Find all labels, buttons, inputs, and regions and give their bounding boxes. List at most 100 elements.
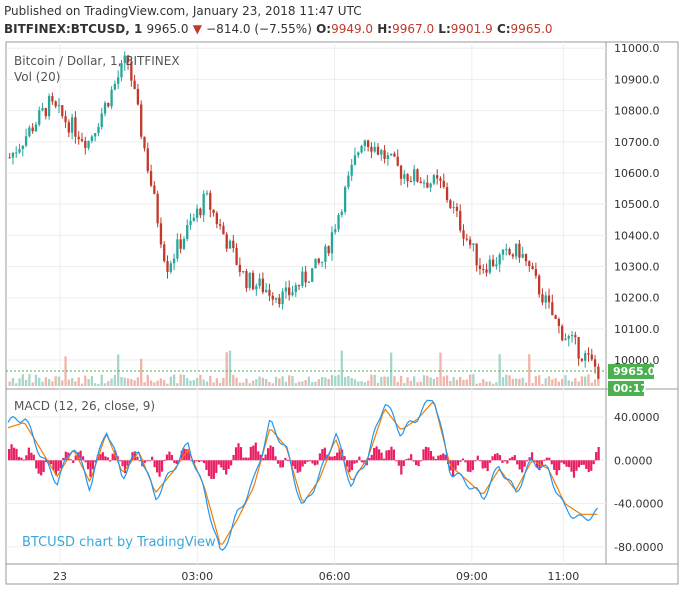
- time-tick-label: 23: [53, 570, 67, 583]
- histogram-bar: [306, 460, 309, 462]
- candle-body: [169, 263, 172, 272]
- candle-body: [130, 62, 133, 81]
- candle-body: [31, 127, 34, 132]
- histogram-bar: [62, 457, 65, 461]
- candle-body: [294, 285, 297, 293]
- candle-body: [140, 104, 143, 137]
- histogram-bar: [580, 460, 583, 465]
- candle-body: [278, 297, 281, 305]
- candle-body: [28, 127, 31, 137]
- candle-body: [225, 234, 228, 249]
- volume-bar: [215, 378, 218, 386]
- histogram-bar: [530, 452, 534, 461]
- candle-body: [232, 240, 235, 249]
- candle-body: [482, 269, 485, 271]
- candle-body: [268, 289, 271, 296]
- candle-body: [159, 223, 163, 245]
- volume-bar: [468, 374, 472, 386]
- histogram-bar: [237, 443, 240, 461]
- histogram-bar: [442, 453, 445, 461]
- histogram-bar: [188, 450, 191, 461]
- histogram-bar: [417, 460, 420, 467]
- volume-bar: [488, 381, 491, 386]
- candle-body: [360, 145, 363, 153]
- volume-bar: [383, 376, 386, 386]
- volume-bar: [18, 378, 21, 386]
- candle-body: [205, 192, 209, 194]
- volume-bar: [376, 382, 380, 386]
- candle-body: [462, 230, 465, 239]
- volume-bar: [107, 380, 110, 386]
- time-tick-label: 09:00: [456, 570, 488, 583]
- histogram-bar: [353, 460, 356, 464]
- volume-bar: [482, 379, 485, 386]
- histogram-bar: [121, 460, 124, 467]
- candle-body: [593, 359, 597, 367]
- volume-bar: [278, 378, 281, 386]
- candle-body: [334, 229, 337, 233]
- candle-body: [291, 292, 294, 296]
- histogram-bar: [484, 460, 487, 469]
- histogram-bar: [249, 446, 252, 461]
- histogram-bar: [392, 449, 396, 461]
- histogram-bar: [429, 451, 433, 461]
- candle-body: [179, 239, 182, 249]
- candle-body: [541, 294, 544, 303]
- candle-body: [393, 153, 396, 157]
- histogram-bar: [432, 456, 435, 461]
- histogram-bar: [227, 460, 230, 470]
- histogram-bar: [185, 449, 188, 461]
- candle-body: [238, 264, 242, 272]
- volume-bar: [373, 374, 376, 386]
- volume-bar: [541, 383, 544, 386]
- candle-body: [472, 243, 475, 245]
- candle-body: [380, 150, 383, 155]
- volume-bar: [393, 376, 396, 386]
- histogram-bar: [180, 450, 183, 461]
- last-price-badge: [608, 363, 654, 379]
- candle-body: [61, 105, 64, 117]
- volume-bar: [41, 381, 44, 386]
- volume-bar: [268, 381, 271, 386]
- volume-bar: [146, 374, 149, 386]
- histogram-bar: [301, 460, 304, 467]
- volume-bar: [422, 375, 426, 386]
- low-value: 9901.9: [450, 22, 493, 36]
- candle-body: [574, 335, 577, 338]
- volume-bar: [225, 352, 228, 386]
- volume-bar: [495, 382, 498, 386]
- candle-body: [419, 181, 422, 184]
- time-tick-label: 11:00: [548, 570, 580, 583]
- histogram-bar: [168, 451, 171, 461]
- candle-body: [34, 124, 38, 132]
- symbol-name[interactable]: BITFINEX:BTCUSD, 1: [4, 22, 143, 36]
- histogram-bar: [459, 460, 462, 462]
- histogram-bar: [210, 460, 213, 479]
- candle-body: [426, 182, 429, 188]
- price-tick-label: 10400.0: [614, 229, 660, 242]
- candle-body: [363, 140, 366, 146]
- price-tick-label: 10800.0: [614, 105, 660, 118]
- candle-body: [97, 126, 100, 134]
- volume-bar: [360, 381, 363, 386]
- volume-bar: [281, 376, 284, 386]
- candle-body: [251, 272, 255, 290]
- volume-bar: [485, 381, 488, 386]
- histogram-bar: [538, 460, 541, 471]
- candle-body: [475, 243, 478, 266]
- candle-body: [212, 209, 215, 214]
- volume-bar: [51, 381, 54, 386]
- candle-body: [90, 136, 94, 141]
- volume-bar: [54, 376, 57, 386]
- volume-bar: [100, 374, 103, 386]
- histogram-bar: [412, 460, 415, 462]
- histogram-bar: [207, 460, 211, 477]
- volume-bar: [501, 377, 505, 386]
- histogram-bar: [328, 456, 331, 461]
- candle-body: [176, 239, 179, 259]
- volume-bar: [228, 350, 232, 386]
- histogram-bar: [99, 454, 102, 461]
- candle-body: [577, 337, 580, 359]
- histogram-bar: [45, 460, 48, 463]
